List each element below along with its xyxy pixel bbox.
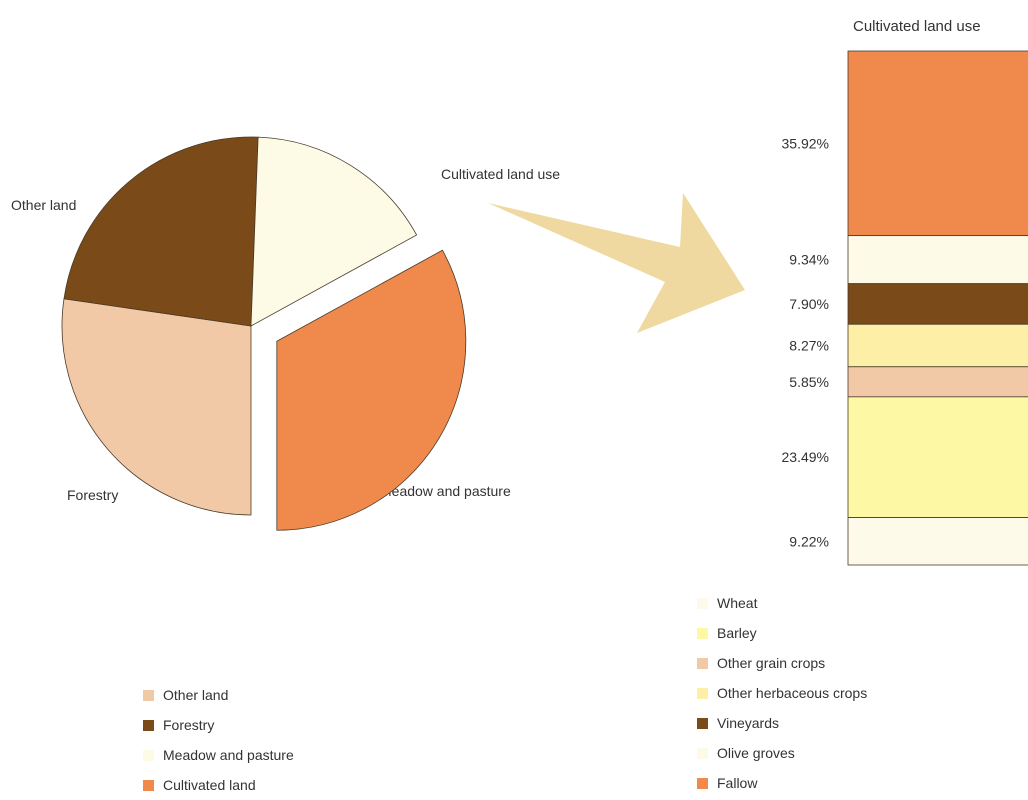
pie-label-meadow-and-pasture: Meadow and pasture [380, 483, 511, 499]
pie-slice-cultivated-land-use [276, 249, 467, 531]
legend-swatch [697, 777, 708, 789]
arrow-shape [488, 193, 745, 333]
stacked-bar-chart: Cultivated land use 35.92% 9.34% 7.90% 8.27%… [782, 18, 1028, 566]
bar-segment-fallow [847, 50, 1028, 237]
bar-value-label-other-herbaceous-crops: 8.27% [789, 338, 829, 354]
pie-chart: Other land Forestry Meadow and pasture Cult… [11, 136, 560, 531]
bar-legend-item-vineyards: Vineyards [697, 708, 867, 738]
bar-legend: Wheat Barley Other grain crops Other herbac… [697, 588, 867, 798]
bar-value-label-olive-groves: 9.34% [789, 252, 829, 268]
legend-label: Olive groves [717, 745, 795, 761]
bar-legend-item-wheat: Wheat [697, 588, 867, 618]
legend-label: Forestry [163, 717, 215, 733]
bar-legend-item-other-grain-crops: Other grain crops [697, 648, 867, 678]
pie-legend-item-cultivated-land: Cultivated land [143, 770, 294, 800]
bar-value-label-fallow: 35.92% [782, 135, 829, 151]
bar-legend-item-other-herbaceous-crops: Other herbaceous crops [697, 678, 867, 708]
pie-slice-other-land [61, 298, 252, 516]
legend-label: Cultivated land [163, 777, 256, 793]
legend-swatch [143, 779, 154, 791]
legend-swatch [697, 687, 708, 699]
bar-value-label-barley: 23.49% [782, 449, 829, 465]
legend-swatch [143, 689, 154, 701]
legend-label: Fallow [717, 775, 758, 791]
bar-segment-wheat [847, 517, 1028, 566]
bar-segment-other-herbaceous-crops [847, 323, 1028, 368]
bar-legend-item-fallow: Fallow [697, 768, 867, 798]
pie-legend: Other land Forestry Meadow and pasture Cult… [143, 680, 294, 800]
legend-swatch [697, 657, 708, 669]
pie-legend-item-meadow-and-pasture: Meadow and pasture [143, 740, 294, 770]
pie-label-other-land: Other land [11, 197, 76, 213]
legend-label: Other grain crops [717, 655, 826, 671]
legend-label: Vineyards [717, 715, 780, 731]
bar-legend-item-olive-groves: Olive groves [697, 738, 867, 768]
bar-segment-other-grain-crops [847, 366, 1028, 398]
pie-legend-item-other-land: Other land [143, 680, 294, 710]
bar-segment-olive-groves [847, 235, 1028, 285]
pie-slice-forestry [63, 136, 259, 327]
pie-slice-meadow-and-pasture [250, 136, 418, 327]
bar-title: Cultivated land use [853, 18, 981, 35]
pie-label-forestry: Forestry [67, 487, 118, 503]
legend-swatch [143, 749, 154, 761]
legend-label: Wheat [717, 595, 758, 611]
bar-segment-barley [847, 396, 1028, 519]
legend-swatch [697, 717, 708, 729]
legend-label: Other herbaceous crops [717, 685, 868, 701]
pie-label-cultivated-land-use: Cultivated land use [441, 166, 560, 182]
bar-value-label-vineyards: 7.90% [789, 296, 829, 312]
legend-label: Other land [163, 687, 229, 703]
bar-segment-vineyards [847, 283, 1028, 325]
pie-legend-item-forestry: Forestry [143, 710, 294, 740]
legend-swatch [697, 597, 708, 609]
bar-value-label-other-grain-crops: 5.85% [789, 374, 829, 390]
legend-swatch [697, 747, 708, 759]
legend-swatch [143, 719, 154, 731]
legend-label: Meadow and pasture [163, 747, 294, 763]
legend-label: Barley [717, 625, 757, 641]
bar-legend-item-barley: Barley [697, 618, 867, 648]
legend-swatch [697, 627, 708, 639]
bar-value-label-wheat: 9.22% [789, 533, 829, 549]
